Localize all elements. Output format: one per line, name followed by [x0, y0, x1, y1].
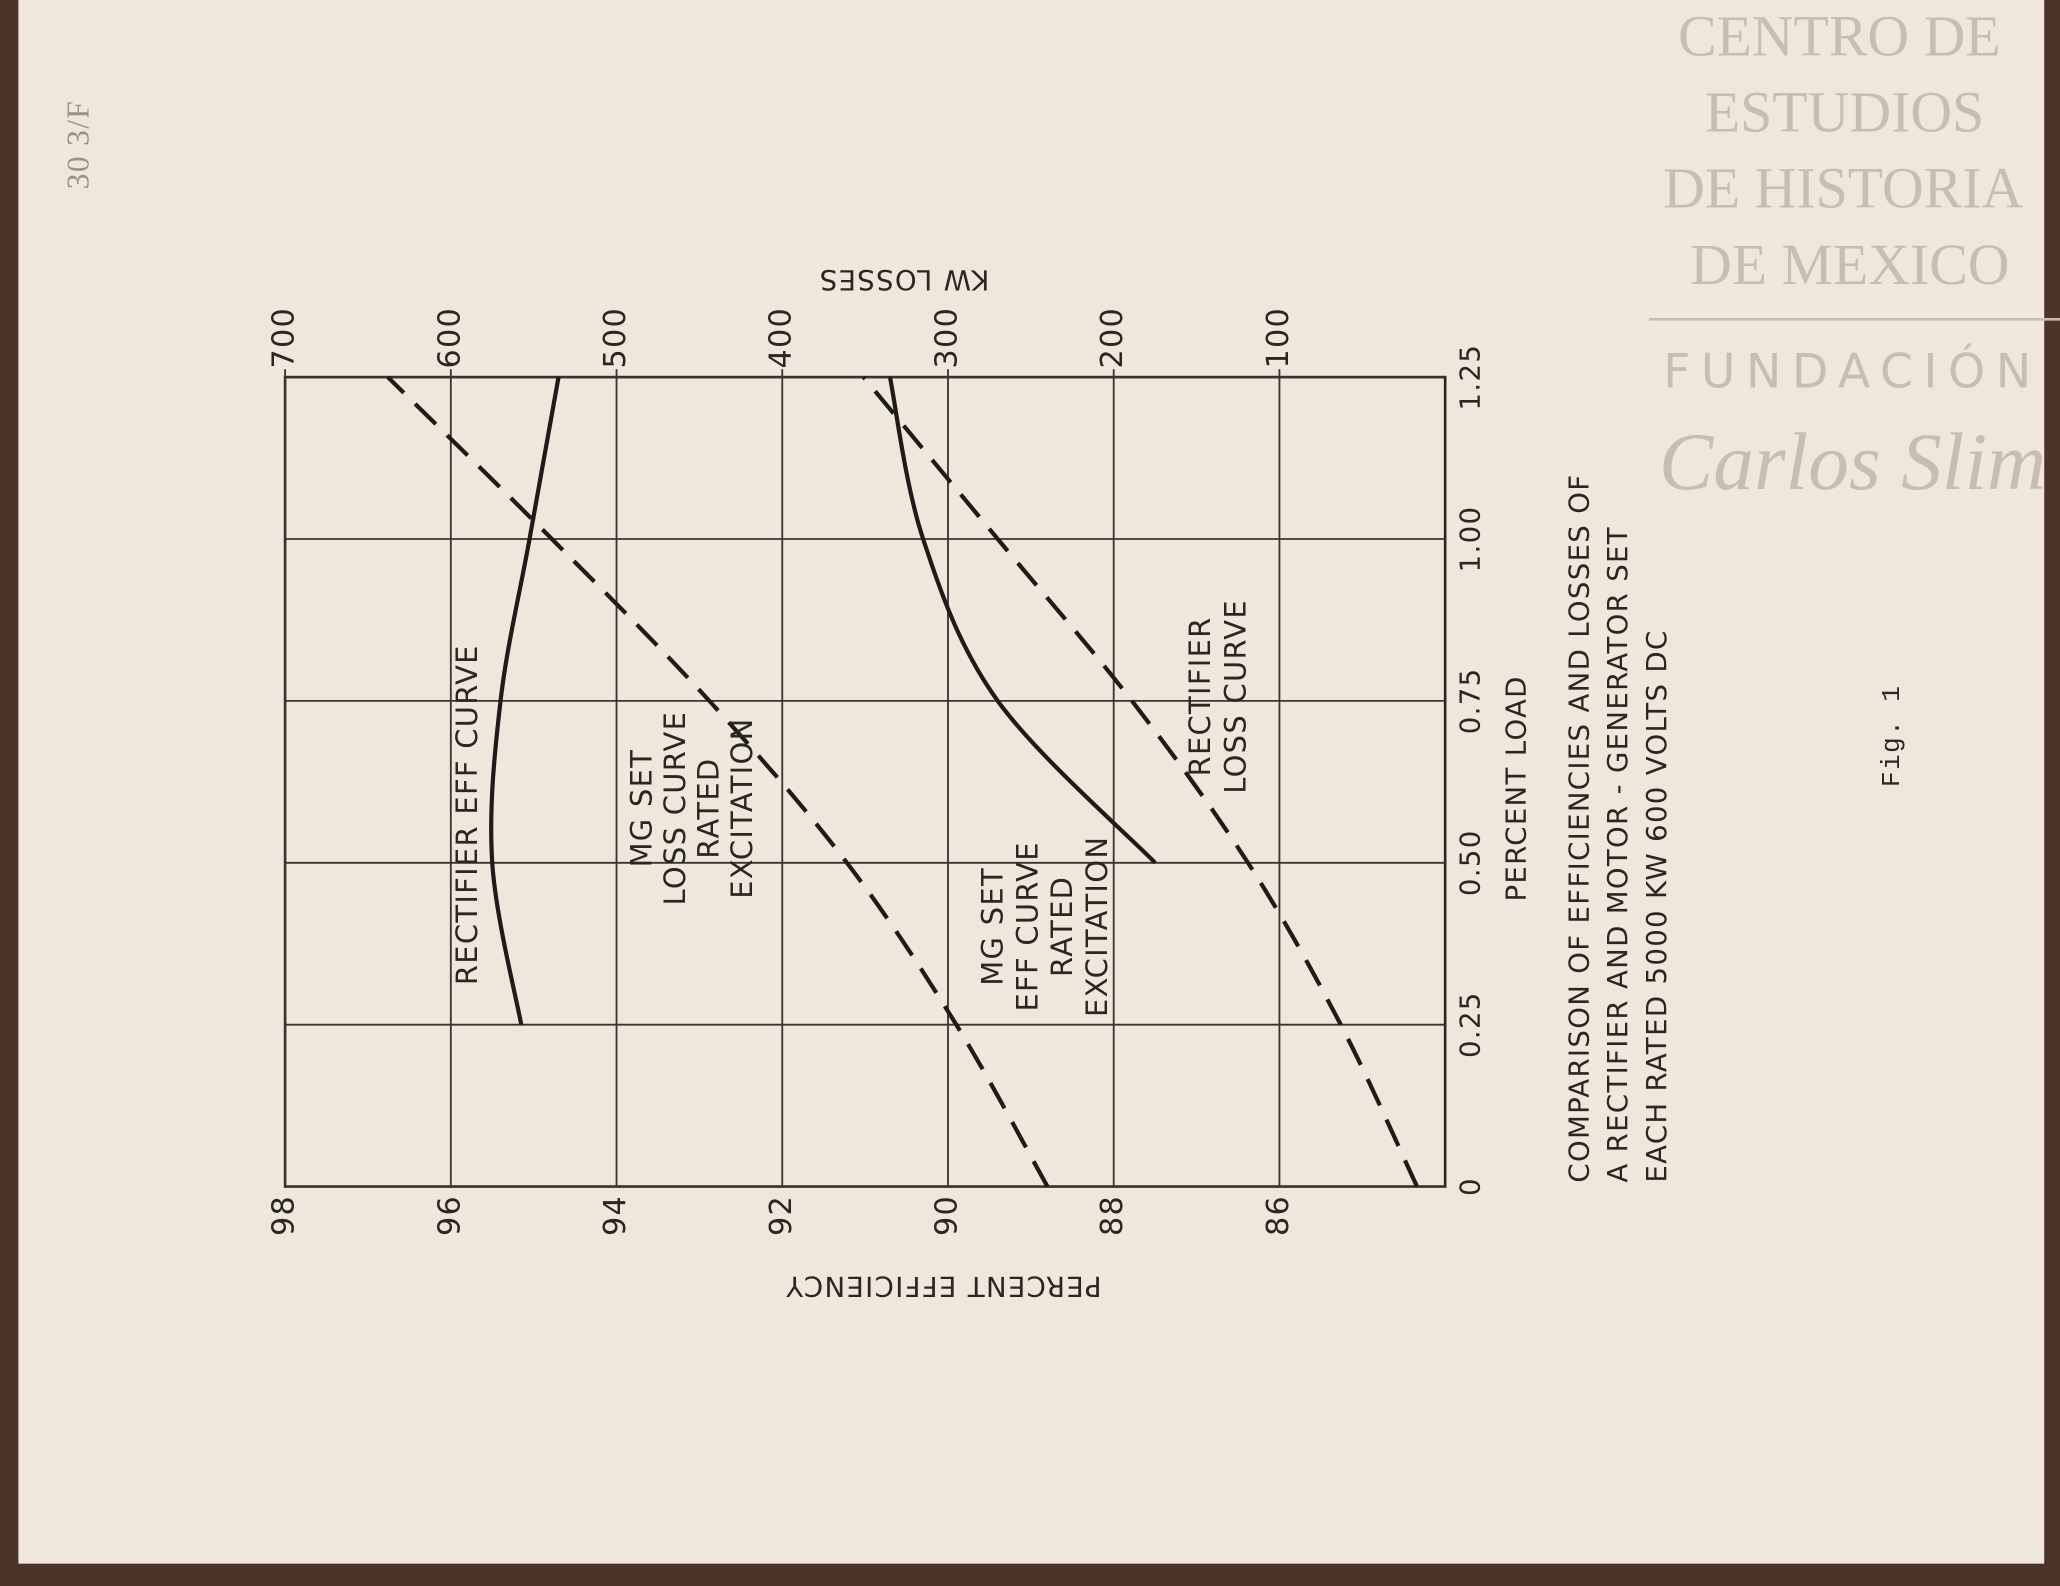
series-label: RATED: [692, 758, 726, 859]
x-tick-label: 1.25: [1453, 344, 1486, 411]
y2-tick-label: 200: [1095, 307, 1130, 369]
series-label: RECTIFIER EFF CURVE: [450, 644, 484, 985]
chart-title: COMPARISON OF EFFICIENCIES AND LOSSES OF: [1562, 474, 1595, 1183]
y2-tick-label: 400: [764, 307, 799, 369]
y2-axis-title: KW LOSSES: [818, 264, 989, 297]
paper: [18, 0, 2045, 1564]
series-label: LOSS CURVE: [1219, 599, 1253, 794]
series-label: EXCITATION: [1080, 836, 1114, 1017]
series-label: EFF CURVE: [1010, 841, 1044, 1011]
watermark-signature: Carlos Slim: [1659, 416, 2046, 507]
y2-tick-label: 300: [929, 307, 964, 369]
x-tick-label: 1.00: [1453, 506, 1486, 573]
y2-tick-label: 500: [598, 307, 633, 369]
y2-tick-label: 700: [267, 307, 302, 369]
watermark-foundation: FUNDACIÓN: [1663, 342, 2041, 399]
y-tick-label: 90: [929, 1195, 964, 1236]
series-line: [887, 376, 1157, 865]
x-tick-label: 0.50: [1453, 829, 1486, 896]
series-line: [861, 375, 1419, 1188]
series-label: EXCITATION: [725, 717, 759, 898]
y-tick-label: 86: [1261, 1195, 1296, 1236]
y-tick-label: 94: [598, 1195, 633, 1236]
series-label: LOSS CURVE: [658, 711, 692, 906]
series-label: RATED: [1045, 876, 1079, 977]
caption: Fig. 1: [1877, 685, 1907, 787]
y-axis-title: PERCENT EFFICIENCY: [785, 1270, 1102, 1303]
x-tick-label: 0: [1453, 1177, 1486, 1196]
y2-tick-label: 100: [1261, 307, 1296, 369]
series-label: RECTIFIER: [1183, 616, 1217, 776]
chart-title: A RECTIFIER AND MOTOR - GENERATOR SET: [1601, 526, 1634, 1183]
series-line: [386, 375, 1050, 1188]
y-tick-label: 98: [267, 1195, 302, 1236]
watermark-line: ESTUDIOS: [1705, 80, 1984, 145]
y-tick-label: 96: [432, 1195, 467, 1236]
handwritten-note: 30 3/F: [61, 100, 96, 189]
x-axis-title: PERCENT LOAD: [1499, 675, 1532, 901]
watermark-line: DE HISTORIA: [1663, 156, 2023, 221]
y-tick-label: 88: [1095, 1195, 1130, 1236]
x-tick-label: 0.75: [1453, 668, 1486, 735]
series-label: MG SET: [976, 867, 1010, 986]
series-line: [489, 376, 561, 1026]
series-label: MG SET: [625, 749, 659, 868]
watermark-line: CENTRO DE: [1678, 3, 2001, 68]
y2-tick-label: 600: [432, 307, 467, 369]
y-tick-label: 92: [764, 1195, 799, 1236]
x-tick-label: 0.25: [1453, 991, 1486, 1058]
chart-title: EACH RATED 5000 KW 600 VOLTS DC: [1640, 629, 1673, 1182]
watermark-line: DE MEXICO: [1690, 232, 2009, 297]
